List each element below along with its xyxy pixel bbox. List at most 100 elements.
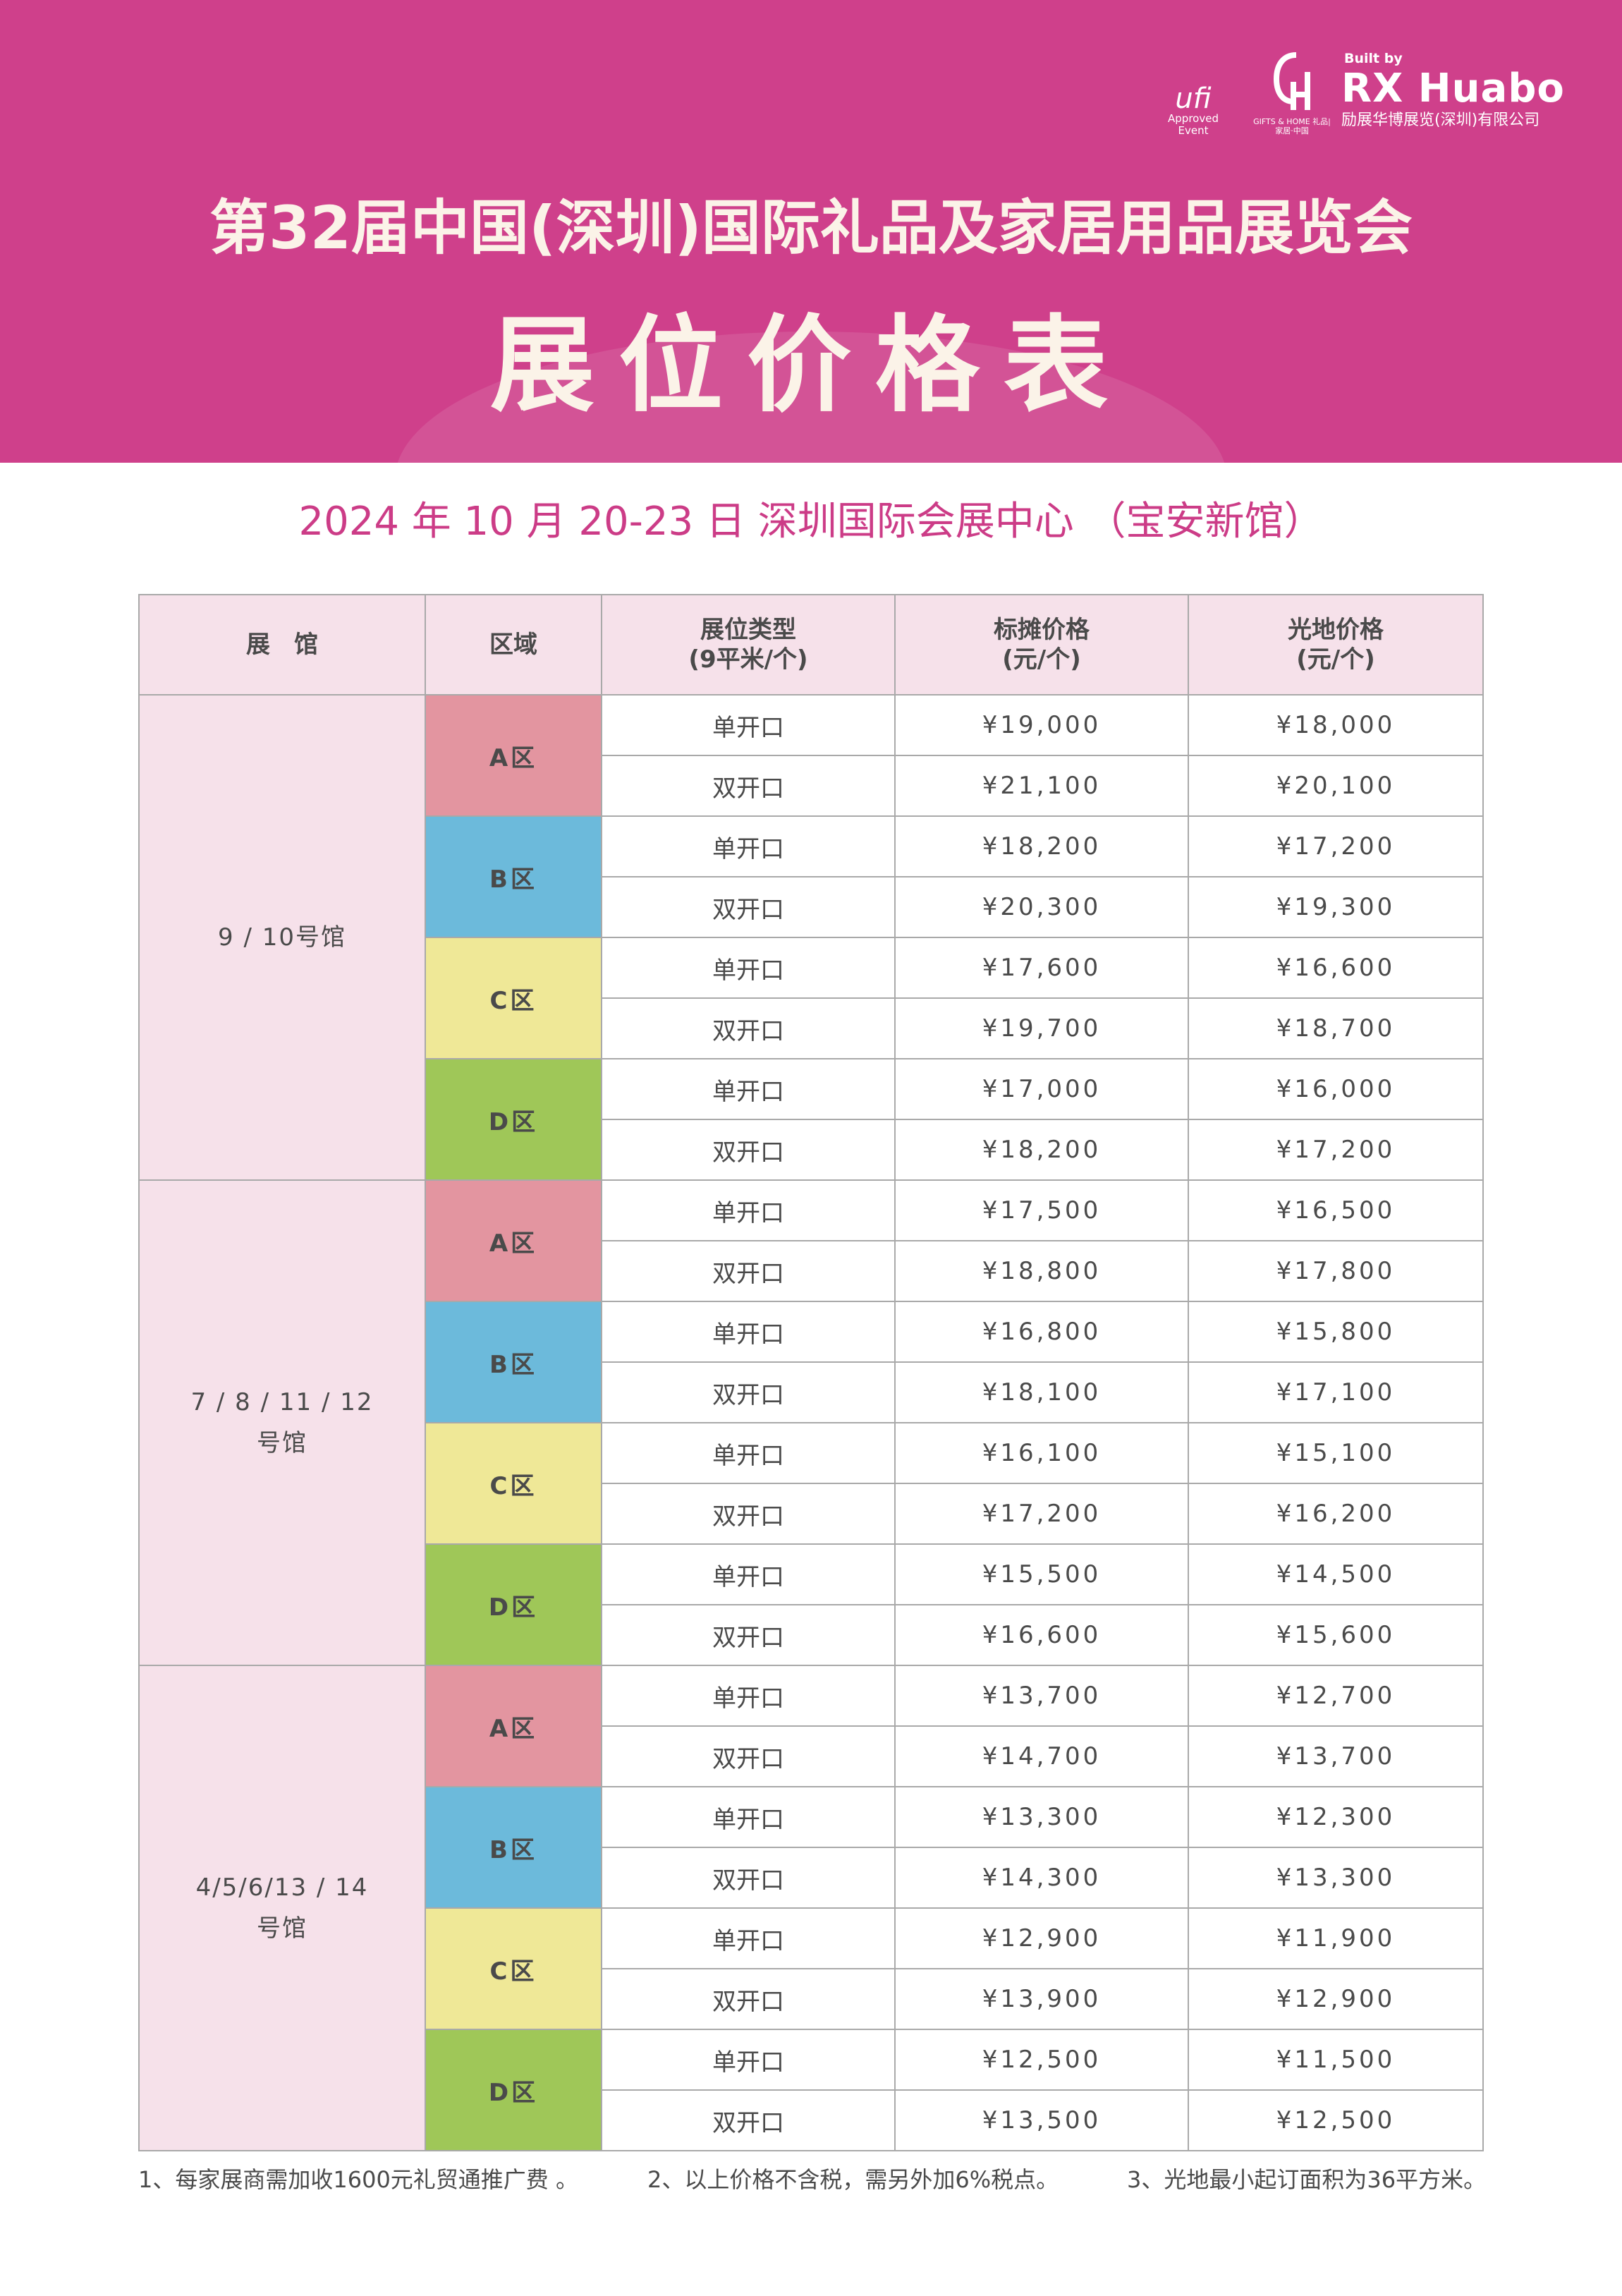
ufi-logo-mark: ufi bbox=[1175, 83, 1212, 115]
note-1: 1、每家展商需加收1600元礼贸通推广费 。 bbox=[138, 2166, 578, 2193]
booth-type-cell: 双开口 bbox=[601, 1968, 896, 2030]
page-title: 第32届中国(深圳)国际礼品及家居用品展览会 bbox=[209, 193, 1413, 262]
hall-name-line: 号馆 bbox=[257, 1914, 307, 1943]
hall-cell: 7 / 8 / 11 / 12 号馆 bbox=[138, 1179, 426, 1666]
standard-price-cell: ¥17,200 bbox=[894, 1483, 1189, 1545]
standard-price-cell: ¥20,300 bbox=[894, 876, 1189, 938]
table-row: 双开口 ¥20,300 ¥19,300 bbox=[139, 876, 1484, 938]
booth-type-cell: 双开口 bbox=[601, 1119, 896, 1181]
space-price-cell: ¥15,600 bbox=[1188, 1604, 1484, 1666]
standard-price-cell: ¥18,800 bbox=[894, 1240, 1189, 1302]
booth-type-cell: 单开口 bbox=[601, 815, 896, 877]
table-row: C区 单开口 ¥17,600 ¥16,600 bbox=[139, 937, 1484, 1059]
zone-cell: B区 bbox=[425, 1786, 602, 1909]
table-row: 双开口 ¥18,800 ¥17,800 bbox=[139, 1240, 1484, 1302]
table-row: 4/5/6/13 / 14 号馆 A区 单开口 ¥13,700 ¥12,700 bbox=[138, 1665, 1484, 2151]
standard-price-cell: ¥15,500 bbox=[894, 1543, 1189, 1605]
space-price-cell: ¥12,300 bbox=[1188, 1786, 1484, 1848]
standard-price-cell: ¥17,600 bbox=[894, 937, 1189, 999]
zone-cell: D区 bbox=[425, 1058, 602, 1181]
header-space-price: 光地价格 (元/个) bbox=[1188, 594, 1484, 696]
table-row: 双开口 ¥13,500 ¥12,500 bbox=[139, 2089, 1484, 2151]
header-text-line: 光地价格 bbox=[1288, 616, 1384, 644]
header-text-line: (元/个) bbox=[1002, 645, 1081, 674]
header-banner: ufi Approved Event GIFTS & HOME 礼品|家居·中国… bbox=[0, 0, 1622, 463]
zone-cell: A区 bbox=[425, 1179, 602, 1302]
table-row: 双开口 ¥17,200 ¥16,200 bbox=[139, 1483, 1484, 1545]
space-price-cell: ¥16,200 bbox=[1188, 1483, 1484, 1545]
standard-price-cell: ¥16,600 bbox=[894, 1604, 1189, 1666]
space-price-cell: ¥16,600 bbox=[1188, 937, 1484, 999]
space-price-cell: ¥14,500 bbox=[1188, 1543, 1484, 1605]
space-price-cell: ¥15,100 bbox=[1188, 1422, 1484, 1484]
booth-type-cell: 单开口 bbox=[601, 937, 896, 999]
header-text-line: 标摊价格 bbox=[994, 616, 1090, 644]
zone-cell: D区 bbox=[425, 1543, 602, 1666]
table-row: B区 单开口 ¥13,300 ¥12,300 bbox=[139, 1786, 1484, 1909]
header-hall: 展 馆 bbox=[138, 594, 426, 696]
standard-price-cell: ¥13,700 bbox=[894, 1665, 1189, 1727]
standard-price-cell: ¥12,500 bbox=[894, 2029, 1189, 2091]
table-row: D区 单开口 ¥17,000 ¥16,000 bbox=[139, 1058, 1484, 1181]
booth-type-cell: 双开口 bbox=[601, 876, 896, 938]
zone-cell: B区 bbox=[425, 815, 602, 938]
zone-cell: B区 bbox=[425, 1301, 602, 1423]
standard-price-cell: ¥12,900 bbox=[894, 1907, 1189, 1969]
booth-type-cell: 双开口 bbox=[601, 997, 896, 1059]
standard-price-cell: ¥16,800 bbox=[894, 1301, 1189, 1363]
hall-name-line: 号馆 bbox=[257, 1429, 307, 1457]
hall-name-line: 9 / 10号馆 bbox=[218, 923, 346, 952]
booth-type-cell: 双开口 bbox=[601, 1725, 896, 1787]
booth-type-cell: 单开口 bbox=[601, 1907, 896, 1969]
note-3: 3、光地最小起订面积为36平方米。 bbox=[1127, 2166, 1487, 2193]
standard-price-cell: ¥18,200 bbox=[894, 815, 1189, 877]
note-2: 2、以上价格不含税，需另外加6%税点。 bbox=[647, 2166, 1059, 2193]
booth-type-cell: 单开口 bbox=[601, 1665, 896, 1727]
standard-price-cell: ¥18,100 bbox=[894, 1361, 1189, 1423]
table-row: B区 单开口 ¥16,800 ¥15,800 bbox=[139, 1301, 1484, 1423]
built-by-label: Built by bbox=[1344, 51, 1403, 66]
table-row: 双开口 ¥14,300 ¥13,300 bbox=[139, 1847, 1484, 1909]
space-price-cell: ¥12,700 bbox=[1188, 1665, 1484, 1727]
standard-price-cell: ¥19,000 bbox=[894, 694, 1189, 756]
header-text-line: 展 馆 bbox=[246, 631, 318, 659]
company-name: 励展华博展览(深圳)有限公司 bbox=[1341, 111, 1540, 129]
table-row: 双开口 ¥16,600 ¥15,600 bbox=[139, 1604, 1484, 1666]
zone-cell: D区 bbox=[425, 2029, 602, 2151]
booth-type-cell: 双开口 bbox=[601, 1483, 896, 1545]
zone-cell: A区 bbox=[425, 694, 602, 817]
table-row: 双开口 ¥18,200 ¥17,200 bbox=[139, 1119, 1484, 1181]
zone-cell: C区 bbox=[425, 1422, 602, 1545]
space-price-cell: ¥12,900 bbox=[1188, 1968, 1484, 2030]
booth-type-cell: 单开口 bbox=[601, 1786, 896, 1848]
table-body: 9 / 10号馆 A区 单开口 ¥19,000 ¥18,000 双开口 ¥21,100 ¥20… bbox=[138, 694, 1484, 2151]
space-price-cell: ¥17,100 bbox=[1188, 1361, 1484, 1423]
booth-type-cell: 双开口 bbox=[601, 755, 896, 817]
booth-type-cell: 单开口 bbox=[601, 694, 896, 756]
header-text-line: (元/个) bbox=[1296, 645, 1375, 674]
table-row: C区 单开口 ¥12,900 ¥11,900 bbox=[139, 1907, 1484, 2030]
table-row: 双开口 ¥18,100 ¥17,100 bbox=[139, 1361, 1484, 1423]
space-price-cell: ¥19,300 bbox=[1188, 876, 1484, 938]
booth-type-cell: 单开口 bbox=[601, 2029, 896, 2091]
booth-type-cell: 单开口 bbox=[601, 1058, 896, 1120]
header-booth-type: 展位类型 (9平米/个) bbox=[601, 594, 896, 696]
table-row: D区 单开口 ¥15,500 ¥14,500 bbox=[139, 1543, 1484, 1666]
space-price-cell: ¥16,000 bbox=[1188, 1058, 1484, 1120]
booth-type-cell: 双开口 bbox=[601, 1847, 896, 1909]
space-price-cell: ¥13,300 bbox=[1188, 1847, 1484, 1909]
header-standard-price: 标摊价格 (元/个) bbox=[894, 594, 1189, 696]
gh-logo-caption: GIFTS & HOME 礼品|家居·中国 bbox=[1253, 117, 1331, 135]
booth-type-cell: 单开口 bbox=[601, 1179, 896, 1241]
ufi-logo: ufi Approved Event bbox=[1158, 85, 1228, 137]
table-row: 9 / 10号馆 A区 单开口 ¥19,000 ¥18,000 bbox=[138, 694, 1484, 1181]
header-text-line: (9平米/个) bbox=[688, 645, 808, 674]
zone-cell: C区 bbox=[425, 937, 602, 1059]
gh-logo-icon bbox=[1273, 52, 1310, 110]
space-price-cell: ¥11,500 bbox=[1188, 2029, 1484, 2091]
standard-price-cell: ¥17,500 bbox=[894, 1179, 1189, 1241]
booth-type-cell: 双开口 bbox=[601, 1361, 896, 1423]
standard-price-cell: ¥13,500 bbox=[894, 2089, 1189, 2151]
hall-cell: 9 / 10号馆 bbox=[138, 694, 426, 1181]
space-price-cell: ¥17,200 bbox=[1188, 1119, 1484, 1181]
